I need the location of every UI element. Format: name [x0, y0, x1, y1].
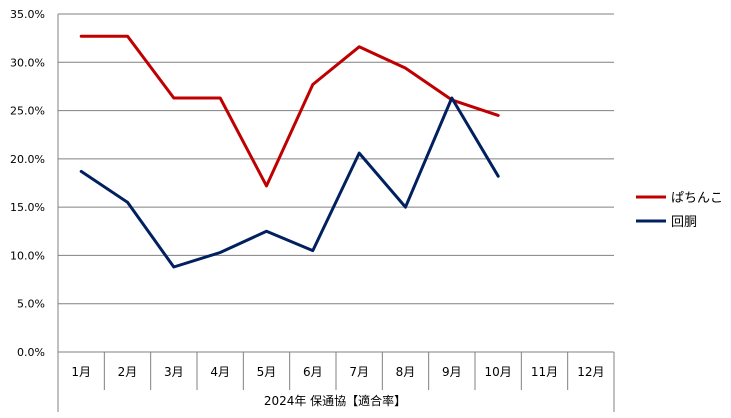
series-line-1 — [79, 34, 500, 188]
x-tick-label: 8月 — [396, 365, 416, 379]
x-tick-label: 7月 — [349, 365, 369, 379]
x-tick-label: 6月 — [303, 365, 323, 379]
y-tick-label: 5.0% — [17, 298, 45, 311]
y-tick-label: 15.0% — [10, 201, 45, 214]
legend-label: 回胴 — [671, 215, 697, 230]
x-tick-label: 2月 — [118, 365, 138, 379]
gridlines — [58, 13, 614, 305]
series-line-2 — [79, 96, 500, 269]
x-axis-tick-labels: 1月 2月 3月 4月 5月 6月 7月 8月 9月 10月 11月 12月 — [71, 365, 604, 379]
legend-label: ぱちんこ — [671, 191, 723, 206]
axes — [57, 14, 615, 412]
x-tick-label: 9月 — [442, 365, 462, 379]
series-lines — [79, 34, 500, 269]
x-tick-label: 1月 — [71, 365, 91, 379]
x-tick-label: 10月 — [485, 365, 512, 379]
x-tick-label: 11月 — [531, 365, 558, 379]
y-tick-label: 25.0% — [10, 105, 45, 118]
y-tick-label: 35.0% — [10, 8, 45, 21]
x-tick-label: 12月 — [577, 365, 604, 379]
y-tick-label: 20.0% — [10, 153, 45, 166]
x-axis-title: 2024年 保通協【適合率】 — [264, 393, 406, 408]
y-tick-label: 0.0% — [17, 346, 45, 359]
y-axis-tick-labels: 0.0% 5.0% 10.0% 15.0% 20.0% 25.0% 30.0% 35.0% — [10, 8, 45, 359]
x-tick-label: 5月 — [257, 365, 277, 379]
y-tick-label: 10.0% — [10, 249, 45, 262]
x-tick-label: 3月 — [164, 365, 184, 379]
y-tick-label: 30.0% — [10, 56, 45, 69]
x-tick-label: 4月 — [210, 365, 230, 379]
